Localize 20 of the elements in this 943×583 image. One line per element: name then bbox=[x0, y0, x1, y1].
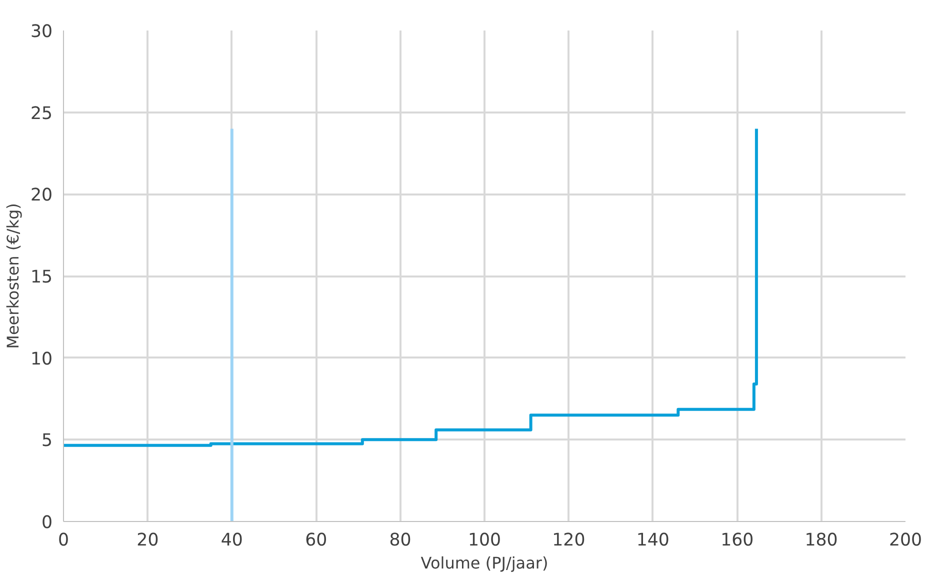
x-tick-label: 60 bbox=[305, 530, 328, 550]
y-tick-label: 30 bbox=[30, 22, 53, 42]
x-tick-label: 0 bbox=[58, 530, 70, 550]
x-tick-label: 180 bbox=[804, 530, 838, 550]
x-tick-label: 200 bbox=[888, 530, 922, 550]
x-tick-label: 120 bbox=[552, 530, 586, 550]
y-tick-label: 15 bbox=[30, 268, 53, 288]
y-tick-label: 20 bbox=[30, 186, 53, 206]
y-axis-title: Meerkosten (€/kg) bbox=[3, 203, 22, 349]
x-tick-label: 80 bbox=[389, 530, 412, 550]
x-tick-label: 160 bbox=[720, 530, 754, 550]
y-tick-label: 0 bbox=[41, 513, 53, 533]
x-tick-label: 40 bbox=[220, 530, 243, 550]
y-tick-label: 5 bbox=[41, 431, 53, 452]
x-tick-label: 140 bbox=[636, 530, 670, 550]
y-tick-label: 25 bbox=[30, 104, 53, 124]
y-tick-label: 10 bbox=[30, 349, 53, 370]
x-tick-label: 100 bbox=[468, 530, 502, 550]
x-axis-title: Volume (PJ/jaar) bbox=[420, 554, 548, 572]
x-tick-label: 20 bbox=[136, 530, 159, 550]
